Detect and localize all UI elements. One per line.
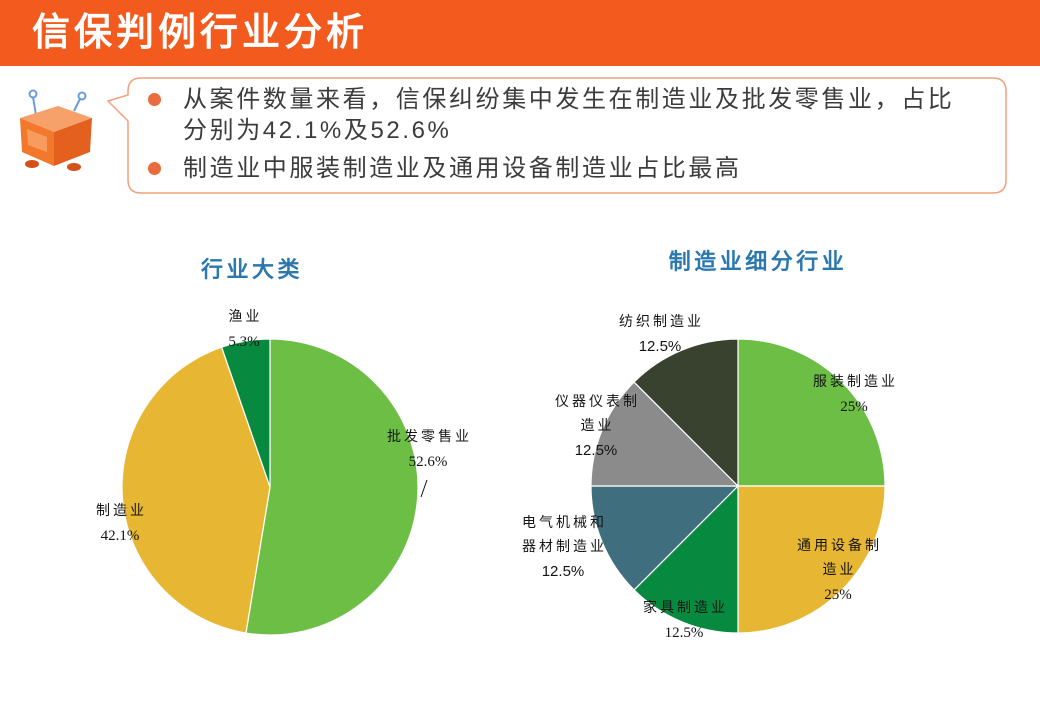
callout-box — [106, 77, 1007, 194]
category-label: 家具制造业 — [643, 601, 728, 616]
data-label-manufacturing: 制造业 42.1% — [74, 500, 166, 548]
pie-slice-fishery — [220, 338, 271, 488]
industry-pie-canvas — [121, 338, 428, 636]
chart-title: 制造业细分行业 — [668, 249, 848, 274]
category-label: 制造业 — [96, 504, 147, 519]
bullet-dot — [148, 93, 161, 106]
category-label: 仪器仪表制造业 — [555, 395, 640, 434]
bullet-dot — [148, 162, 161, 175]
pie-slice-textile — [633, 338, 739, 488]
data-label-general-equipment: 通用设备制造业 25% — [792, 535, 884, 607]
data-label-textile: 纺织制造业 12.5% — [614, 311, 706, 359]
data-label-apparel: 服装制造业 25% — [808, 371, 900, 419]
robot-mascot-icon — [20, 89, 92, 171]
category-label: 通用设备制造业 — [797, 539, 882, 578]
data-label-electrical-machinery: 电气机械和器材制造业 12.5% — [517, 512, 609, 584]
pie-slice-wholesale-retail — [245, 338, 419, 636]
value-label: 25% — [824, 587, 852, 603]
pie-slice-general-equipment — [737, 485, 886, 634]
category-label: 批发零售业 — [387, 430, 472, 445]
chart-title: 行业大类 — [200, 257, 304, 282]
category-label: 电气机械和器材制造业 — [522, 516, 607, 555]
category-label: 渔业 — [228, 310, 263, 325]
data-label-furniture: 家具制造业 12.5% — [638, 597, 730, 645]
value-label: 52.6% — [408, 454, 448, 470]
bullet-text: 从案件数量来看，信保纠纷集中发生在制造业及批发零售业，占比分别为42.1%及52… — [183, 86, 955, 144]
pie-slice-apparel — [737, 338, 886, 487]
data-label-fishery: 渔业 5.3% — [198, 306, 290, 354]
value-label: 42.1% — [100, 528, 140, 544]
category-label: 纺织制造业 — [619, 315, 704, 330]
data-label-wholesale-retail: 批发零售业 52.6% — [382, 426, 474, 474]
leader-line — [420, 479, 428, 498]
value-label: 12.5% — [664, 625, 704, 641]
bullet-text: 制造业中服装制造业及通用设备制造业占比最高 — [183, 155, 742, 182]
value-label: 5.3% — [228, 334, 260, 350]
category-label: 服装制造业 — [813, 375, 898, 390]
page-title: 信保判例行业分析 — [32, 12, 369, 54]
pie-slice-manufacturing — [121, 346, 271, 634]
manufacturing-pie-canvas — [590, 338, 886, 634]
manufacturing-breakdown-pie-chart: 制造业细分行业 服装制造业 25% 通用设备制造业 25% 家具制造业 12.5% 电气机械… — [510, 245, 910, 650]
industry-pie-chart: 行业大类 批发零售业 52.6% 制造业 42.1% 渔业 5.3% — [60, 245, 480, 650]
value-label: 12.5% — [638, 338, 682, 355]
value-label: 12.5% — [541, 563, 585, 580]
value-label: 12.5% — [574, 442, 618, 459]
bullet-item: 从案件数量来看，信保纠纷集中发生在制造业及批发零售业，占比分别为42.1%及52… — [148, 84, 969, 146]
callout-bullet-list: 从案件数量来看，信保纠纷集中发生在制造业及批发零售业，占比分别为42.1%及52… — [148, 84, 969, 184]
data-label-instruments: 仪器仪表制造业 12.5% — [550, 391, 642, 463]
pie-slice-furniture — [633, 484, 739, 634]
title-bar: 信保判例行业分析 — [0, 0, 1040, 66]
value-label: 25% — [840, 399, 868, 415]
pie-slice-instruments — [590, 381, 740, 487]
pie-slice-electrical-machinery — [590, 485, 740, 591]
bullet-item: 制造业中服装制造业及通用设备制造业占比最高 — [148, 153, 969, 184]
